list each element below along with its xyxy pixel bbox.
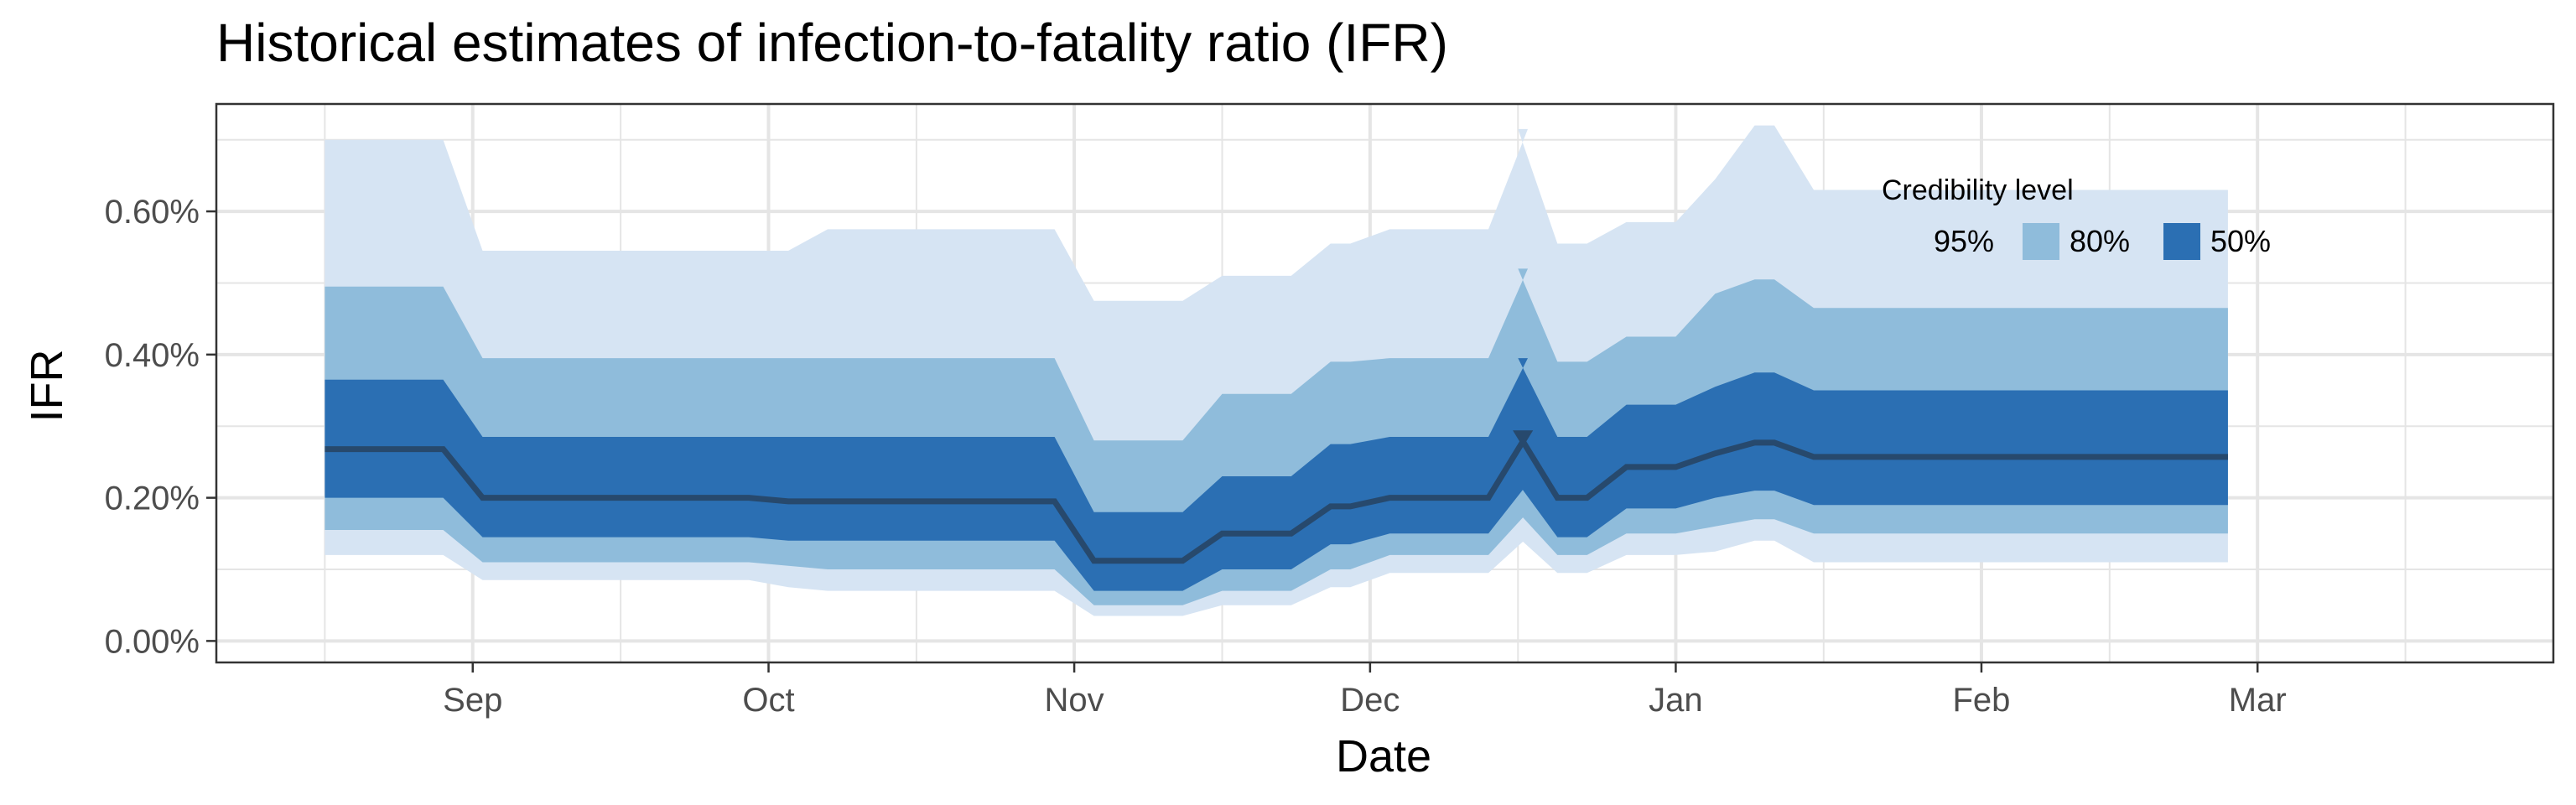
median-line-layer <box>325 430 2228 564</box>
y-tick-label: 0.60% <box>105 194 200 231</box>
legend-key-80 <box>2023 223 2059 260</box>
legend-label-80: 80% <box>2070 224 2130 258</box>
legend-title: Credibility level <box>1882 174 2074 206</box>
x-tick-label: Feb <box>1952 682 2010 719</box>
plot-panel-border <box>215 102 2555 664</box>
chart-title: Historical estimates of infection-to-fat… <box>216 13 1448 73</box>
axis-ticks: 0.00% 0.20% 0.40% 0.60% Sep Oct Nov Dec Jan Feb Ma… <box>105 194 2287 719</box>
legend-label-95: 95% <box>1934 224 1994 258</box>
x-tick-label: Oct <box>742 682 794 719</box>
legend: Credibility level 95% 80% 50% <box>1882 174 2271 260</box>
x-axis-title: Date <box>1336 731 1431 782</box>
legend-key-50 <box>2163 223 2200 260</box>
x-tick-label: Sep <box>443 682 502 719</box>
y-tick-label: 0.40% <box>105 337 200 374</box>
x-tick-label: Jan <box>1649 682 1703 719</box>
x-tick-label: Nov <box>1045 682 1104 719</box>
band-50 <box>325 358 2228 591</box>
credibility-bands <box>325 125 2228 616</box>
y-tick-label: 0.00% <box>105 623 200 660</box>
x-tick-label: Mar <box>2229 682 2287 719</box>
x-tick-label: Dec <box>1340 682 1400 719</box>
median-line <box>325 430 2228 564</box>
legend-label-50: 50% <box>2210 224 2271 258</box>
y-axis-title: IFR <box>22 350 72 423</box>
y-tick-label: 0.20% <box>105 480 200 517</box>
